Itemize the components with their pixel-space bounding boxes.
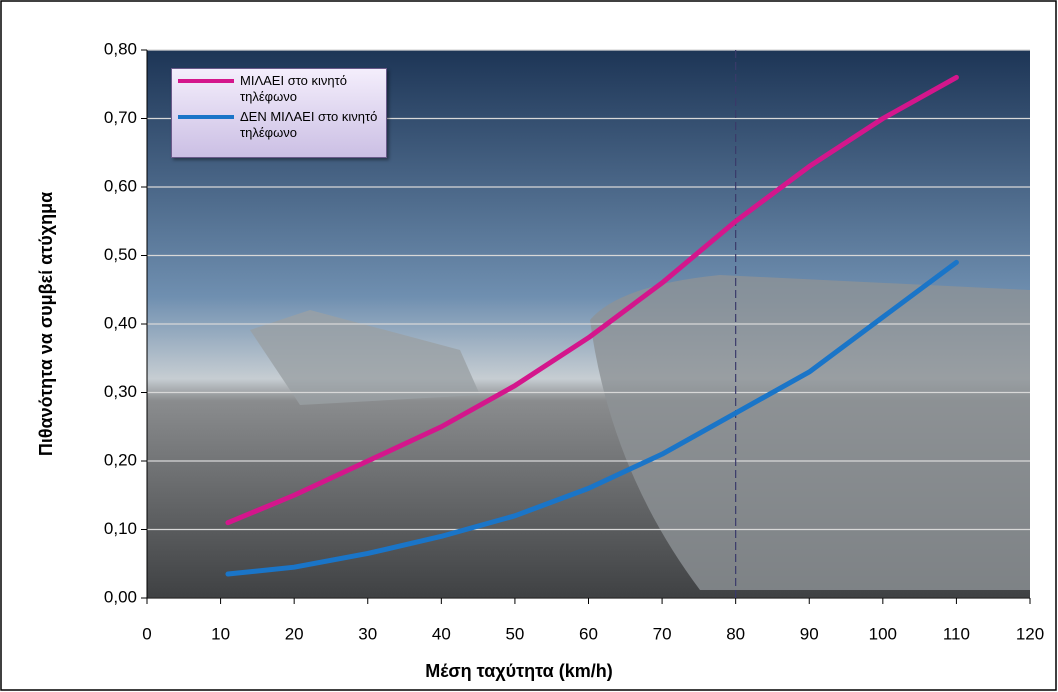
x-tick-label: 10 [211, 624, 230, 643]
x-tick-label: 20 [285, 624, 304, 643]
x-axis-title: Μέση ταχύτητα (km/h) [425, 661, 613, 681]
legend-label: ΔΕΝ ΜΙΛΑΕΙ στο κινητό τηλέφωνο [240, 109, 378, 140]
legend-swatch [178, 115, 234, 119]
x-tick-label: 100 [869, 624, 897, 643]
legend-label: ΜΙΛΑΕΙ στο κινητό τηλέφωνο [240, 73, 347, 104]
x-tick-label: 30 [358, 624, 377, 643]
y-tick-label: 0,30 [104, 382, 137, 401]
x-tick-label: 80 [726, 624, 745, 643]
x-tick-label: 40 [432, 624, 451, 643]
y-tick-label: 0,60 [104, 176, 137, 195]
y-tick-label: 0,10 [104, 519, 137, 538]
series-line [225, 259, 959, 577]
legend-item: ΔΕΝ ΜΙΛΑΕΙ στο κινητό τηλέφωνο [178, 109, 380, 141]
y-axis-title: Πιθανότητα να συμβεί ατύχημα [36, 192, 56, 456]
x-tick-label: 0 [142, 624, 151, 643]
x-tick-label: 60 [579, 624, 598, 643]
legend-swatch [178, 79, 234, 83]
y-tick-label: 0,50 [104, 245, 137, 264]
y-tick-label: 0,70 [104, 108, 137, 127]
series-line [225, 74, 959, 526]
car-shape [250, 275, 1030, 590]
y-tick-label: 0,80 [104, 39, 137, 58]
x-tick-label: 70 [653, 624, 672, 643]
x-tick-label: 90 [800, 624, 819, 643]
x-tick-label: 50 [505, 624, 524, 643]
y-tick-label: 0,20 [104, 450, 137, 469]
legend-item: ΜΙΛΑΕΙ στο κινητό τηλέφωνο [178, 73, 380, 105]
legend: ΜΙΛΑΕΙ στο κινητό τηλέφωνο ΔΕΝ ΜΙΛΑΕΙ στο… [171, 68, 387, 158]
y-tick-label: 0,40 [104, 313, 137, 332]
y-tick-label: 0,00 [104, 587, 137, 606]
x-tick-label: 120 [1016, 624, 1044, 643]
x-tick-label: 110 [943, 624, 970, 643]
